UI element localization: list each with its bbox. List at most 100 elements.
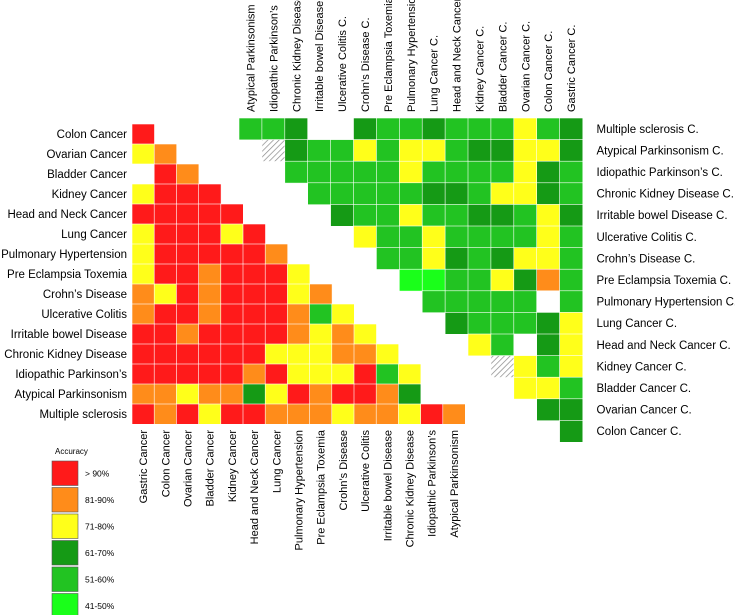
heatmap-cell [398, 182, 423, 206]
heatmap-cell [490, 290, 515, 313]
legend-swatch [51, 460, 79, 486]
heatmap-cell [467, 225, 492, 249]
heatmap-cell [353, 182, 378, 206]
heatmap-cell [242, 343, 266, 365]
heatmap-cell [398, 160, 423, 184]
heatmap-cell [220, 243, 244, 265]
heatmap-cell [331, 363, 355, 385]
legend-label: 41-50% [85, 601, 115, 611]
heatmap-cell [264, 363, 289, 385]
heatmap-cell [330, 117, 355, 141]
heatmap-cell [307, 160, 332, 184]
upper-triangle-heatmap [238, 117, 584, 443]
row-label-lung-cancer: Lung Cancer [61, 229, 127, 241]
heatmap-cell [153, 163, 177, 185]
heatmap-cell [198, 183, 222, 205]
heatmap-cell [444, 117, 469, 141]
heatmap-cell [153, 143, 177, 165]
heatmap-cell [153, 263, 177, 285]
heatmap-cell [131, 183, 155, 205]
heatmap-cell [536, 398, 561, 421]
heatmap-cell [398, 363, 422, 385]
heatmap-cell [490, 355, 515, 378]
heatmap-cell [420, 403, 444, 425]
heatmap-cell [490, 333, 515, 357]
legend-label: > 90% [85, 468, 110, 478]
col-label-idiopathic-parkinson-s: Idiopathic Parkinson’s [268, 5, 280, 112]
col-label-kidney-cancer-c: Kidney Cancer C. [474, 26, 486, 112]
heatmap-cell [176, 243, 200, 265]
heatmap-cell [176, 223, 200, 245]
heatmap-cell [490, 204, 515, 227]
row-label-ulcerative-colitis: Ulcerative Colitis [41, 309, 127, 321]
row-label-idiopathic-parkinson-s-c: Idiopathic Parkinson’s C. [597, 167, 723, 179]
heatmap-cell [131, 303, 155, 325]
heatmap-cell [536, 204, 561, 227]
heatmap-cell [198, 223, 222, 245]
heatmap-cell [559, 139, 584, 162]
heatmap-cell [330, 139, 355, 162]
heatmap-cell [331, 343, 355, 365]
heatmap-cell [309, 303, 333, 325]
heatmap-cell [513, 355, 538, 378]
col-label-crohn-s-disease-c: Crohn’s Disease C. [360, 17, 372, 112]
heatmap-cell [309, 383, 333, 405]
heatmap-cell [287, 383, 311, 405]
heatmap-cell [264, 403, 289, 425]
heatmap-cell [131, 223, 155, 245]
heatmap-cell [220, 343, 244, 365]
heatmap-cell [421, 225, 446, 249]
heatmap-cell [559, 420, 584, 443]
heatmap-cell [490, 225, 515, 249]
heatmap-cell [536, 139, 561, 162]
heatmap-cell [536, 182, 561, 206]
heatmap-cell [559, 160, 584, 184]
col-label-ulcerative-colitis: Ulcerative Colitis [360, 430, 372, 512]
heatmap-cell [444, 268, 469, 292]
heatmap-cell [287, 303, 311, 325]
row-label-chronic-kidney-disease: Chronic Kidney Disease [4, 349, 127, 361]
row-label-multiple-sclerosis: Multiple sclerosis [39, 409, 127, 421]
row-label-bladder-cancer: Bladder Cancer [47, 169, 127, 181]
heatmap-cell [176, 163, 200, 185]
heatmap-cell [131, 363, 155, 385]
heatmap-cell [559, 333, 584, 357]
row-label-colon-cancer: Colon Cancer [57, 129, 127, 141]
heatmap-cell [513, 333, 538, 357]
heatmap-cell [375, 343, 400, 365]
row-label-multiple-sclerosis-c: Multiple sclerosis C. [597, 124, 699, 136]
heatmap-cell [198, 403, 222, 425]
heatmap-cell [176, 383, 200, 405]
heatmap-cell [198, 343, 222, 365]
heatmap-cell [220, 203, 244, 225]
row-label-idiopathic-parkinson-s: Idiopathic Parkinson’s [15, 369, 127, 381]
heatmap-cell [398, 383, 422, 405]
row-label-atypical-parkinsonism-c: Atypical Parkinsonism C. [597, 145, 724, 157]
heatmap-cell [309, 403, 333, 425]
heatmap-cell [242, 243, 266, 265]
heatmap-cell [331, 303, 355, 325]
legend-label: 51-60% [85, 574, 115, 584]
heatmap-cell [220, 283, 244, 305]
heatmap-cell [131, 243, 155, 265]
row-label-crohn-s-disease-c: Crohn’s Disease C. [597, 253, 696, 265]
heatmap-cell [176, 403, 200, 425]
heatmap-cell [131, 403, 155, 425]
col-label-chronic-kidney-disease: Chronic Kidney Disease [291, 0, 303, 112]
heatmap-cell [153, 203, 177, 225]
legend-swatch [51, 487, 79, 513]
heatmap-cell [513, 247, 538, 270]
heatmap-cell [330, 160, 355, 184]
heatmap-cell [131, 203, 155, 225]
heatmap-cell [559, 312, 584, 335]
heatmap-cell [307, 117, 332, 141]
heatmap-cell [287, 323, 311, 345]
heatmap-cell [375, 363, 400, 385]
heatmap-cell [309, 283, 333, 305]
heatmap-cell [131, 323, 155, 345]
heatmap-cell [536, 268, 561, 292]
heatmap-cell [444, 290, 469, 313]
heatmap-cell [198, 363, 222, 385]
heatmap-cell [153, 303, 177, 325]
